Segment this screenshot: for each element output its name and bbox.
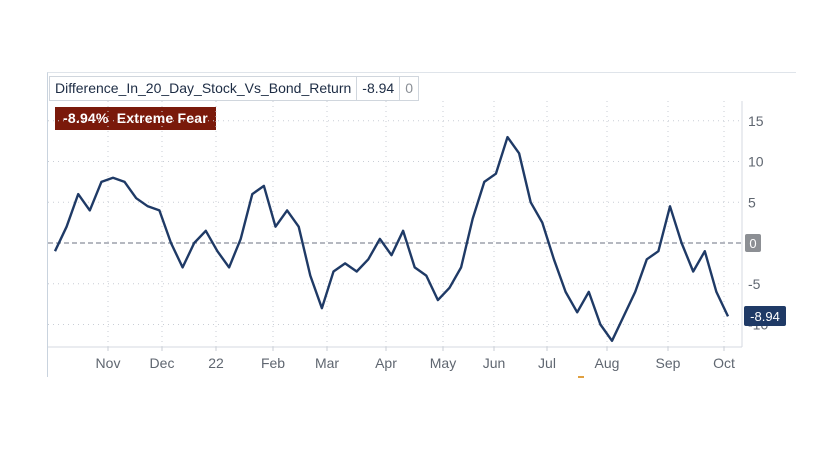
sentiment-label: Extreme Fear [116,110,208,126]
y-tick-label: -5 [748,276,761,292]
series-legend[interactable]: Difference_In_20_Day_Stock_Vs_Bond_Retur… [49,76,419,101]
last-value-badge [744,306,786,326]
y-tick-label: 10 [748,154,764,170]
x-tick-label: Nov [96,355,121,371]
y-tick-label: 5 [748,194,756,210]
x-tick-label: Feb [261,355,285,371]
last-value-label: -8.94 [750,309,780,324]
zero-value-label: 0 [749,236,756,251]
x-tick-label: Jul [538,355,556,371]
x-tick-label: Apr [375,355,397,371]
x-tick-label: Aug [595,355,620,371]
scroll-marker [578,376,584,378]
series-last-value: -8.94 [357,77,401,100]
x-tick-label: Mar [315,355,339,371]
y-tick-label: 15 [748,113,764,129]
series-line [53,135,730,342]
sentiment-value: -8.94% [63,110,109,126]
x-tick-label: Jun [483,355,506,371]
series-extra-value: 0 [405,80,413,96]
sentiment-badge: -8.94% Extreme Fear [55,107,216,130]
x-tick-label: Sep [656,355,681,371]
x-tick-label: 22 [208,355,224,371]
zero-value-badge [745,234,761,252]
series-name-label: Difference_In_20_Day_Stock_Vs_Bond_Retur… [50,77,358,100]
x-tick-label: May [430,355,456,371]
x-tick-label: Dec [150,355,175,371]
x-tick-label: Oct [713,355,735,371]
